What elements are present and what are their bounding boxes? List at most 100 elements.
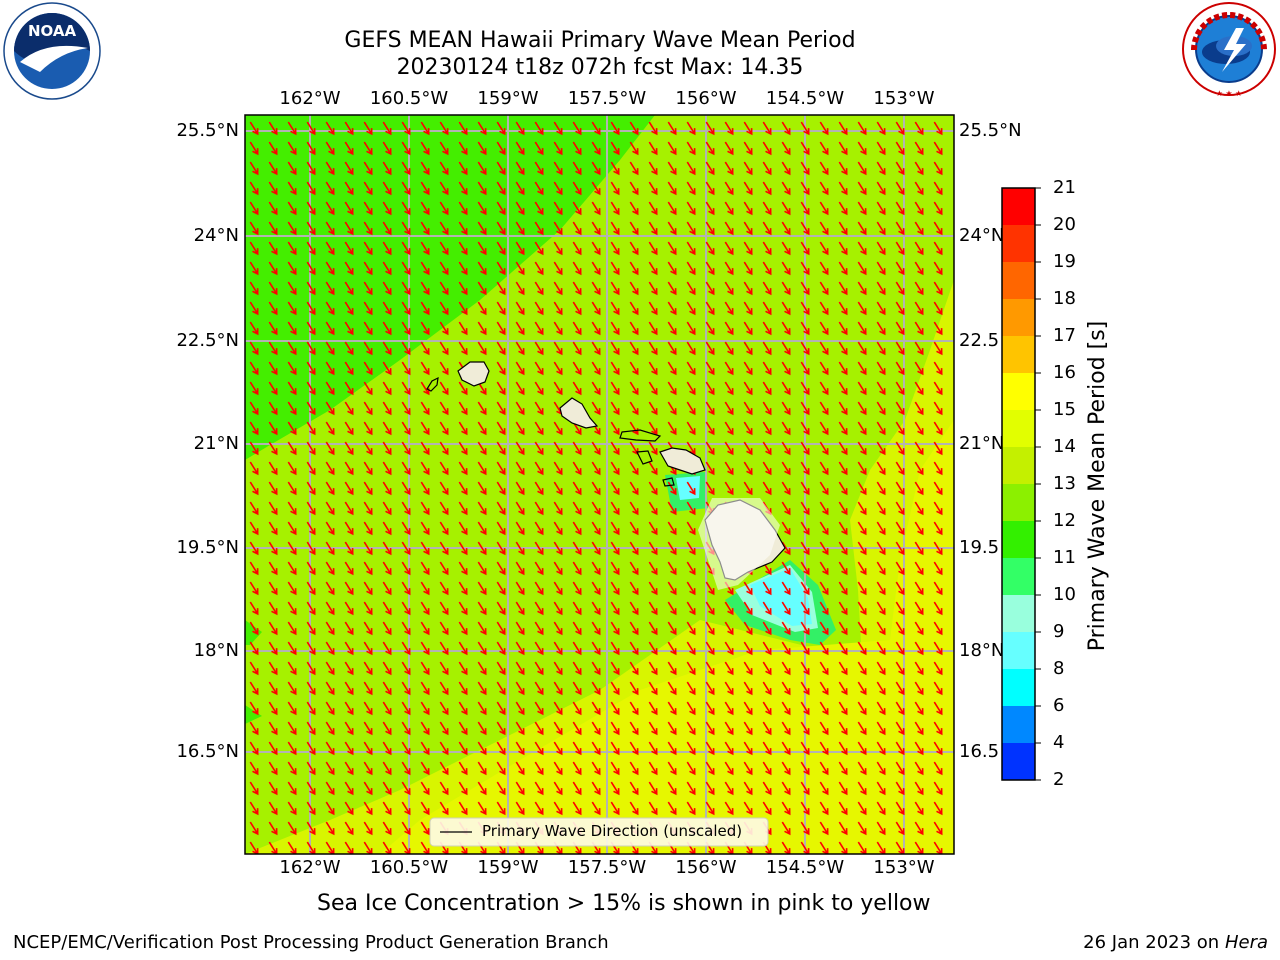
wave-direction-arrow: [648, 121, 658, 136]
wave-direction-arrow: [743, 641, 753, 656]
wave-direction-arrow: [268, 181, 278, 196]
wave-direction-arrow: [800, 621, 810, 636]
wave-direction-arrow: [724, 401, 734, 416]
wave-direction-arrow: [496, 641, 506, 656]
wave-direction-arrow: [249, 801, 259, 816]
wave-direction-arrow: [439, 261, 449, 276]
wave-direction-arrow: [401, 201, 411, 216]
wave-direction-arrow: [344, 221, 354, 236]
wave-direction-arrow: [287, 501, 297, 516]
wave-direction-arrow: [895, 461, 905, 476]
wave-direction-arrow: [325, 281, 335, 296]
wave-direction-arrow: [420, 481, 430, 496]
sea-ice-caption: Sea Ice Concentration > 15% is shown in …: [317, 891, 931, 916]
wave-direction-arrow: [591, 381, 601, 396]
wave-direction-arrow: [420, 201, 430, 216]
wave-direction-arrow: [306, 301, 316, 316]
wave-direction-arrow: [800, 221, 810, 236]
wave-direction-arrow: [724, 721, 734, 736]
wave-direction-arrow: [515, 201, 525, 216]
colorbar-cell: [1002, 669, 1035, 707]
wave-direction-arrow: [838, 681, 848, 696]
colorbar-label: Primary Wave Mean Period [s]: [1085, 320, 1110, 652]
wave-direction-arrow: [439, 401, 449, 416]
wave-direction-arrow: [648, 321, 658, 336]
wave-direction-arrow: [724, 681, 734, 696]
wave-direction-arrow: [895, 501, 905, 516]
wave-direction-arrow: [895, 141, 905, 156]
wave-direction-arrow: [382, 801, 392, 816]
wave-direction-arrow: [287, 821, 297, 836]
wave-direction-arrow: [268, 621, 278, 636]
wave-direction-arrow: [496, 381, 506, 396]
wave-direction-arrow: [781, 221, 791, 236]
wave-direction-arrow: [534, 201, 544, 216]
wave-direction-arrow: [800, 121, 810, 136]
wave-direction-arrow: [287, 461, 297, 476]
footer-branch: NCEP/EMC/Verification Post Processing Pr…: [13, 932, 609, 953]
wave-direction-arrow: [439, 581, 449, 596]
wave-direction-arrow: [382, 161, 392, 176]
wave-direction-arrow: [439, 741, 449, 756]
wave-direction-arrow: [439, 241, 449, 256]
wave-direction-arrow: [534, 401, 544, 416]
wave-direction-arrow: [705, 181, 715, 196]
wave-direction-arrow: [591, 261, 601, 276]
wave-direction-arrow: [629, 381, 639, 396]
wave-direction-arrow: [363, 401, 373, 416]
wave-direction-arrow: [496, 141, 506, 156]
wave-direction-arrow: [401, 241, 411, 256]
wave-direction-arrow: [591, 241, 601, 256]
wave-direction-arrow: [553, 421, 563, 436]
wave-direction-arrow: [363, 661, 373, 676]
wave-direction-arrow: [933, 261, 943, 276]
lat-label-left: 21°N: [193, 433, 239, 454]
wave-direction-arrow: [458, 641, 468, 656]
wave-direction-arrow: [686, 601, 696, 616]
wave-direction-arrow: [667, 561, 677, 576]
wave-direction-arrow: [420, 601, 430, 616]
wave-direction-arrow: [667, 241, 677, 256]
wave-direction-arrow: [344, 501, 354, 516]
wave-direction-arrow: [363, 141, 373, 156]
wave-direction-arrow: [477, 181, 487, 196]
wave-direction-arrow: [819, 321, 829, 336]
wave-direction-arrow: [496, 201, 506, 216]
lat-label-right: 24°N: [959, 225, 1005, 246]
wave-direction-arrow: [610, 801, 620, 816]
wave-direction-arrow: [363, 261, 373, 276]
wave-direction-arrow: [572, 521, 582, 536]
wave-direction-arrow: [914, 461, 924, 476]
wave-direction-arrow: [325, 321, 335, 336]
wave-direction-arrow: [686, 181, 696, 196]
wave-direction-arrow: [648, 381, 658, 396]
wave-direction-arrow: [401, 741, 411, 756]
wave-direction-arrow: [268, 721, 278, 736]
wave-direction-arrow: [724, 141, 734, 156]
wave-direction-arrow: [933, 561, 943, 576]
wave-direction-arrow: [534, 381, 544, 396]
wave-direction-arrow: [553, 641, 563, 656]
wave-direction-arrow: [876, 441, 886, 456]
wave-direction-arrow: [572, 681, 582, 696]
wave-direction-arrow: [534, 581, 544, 596]
wave-direction-arrow: [781, 621, 791, 636]
wave-direction-arrow: [287, 521, 297, 536]
wave-direction-arrow: [667, 541, 677, 556]
wave-direction-arrow: [344, 461, 354, 476]
wave-direction-arrow: [743, 461, 753, 476]
wave-direction-arrow: [249, 121, 259, 136]
wave-direction-arrow: [439, 301, 449, 316]
wave-direction-arrow: [857, 461, 867, 476]
wave-direction-arrow: [781, 421, 791, 436]
wave-direction-arrow: [686, 621, 696, 636]
wave-direction-arrow: [914, 641, 924, 656]
wave-direction-arrow: [401, 801, 411, 816]
wave-direction-arrow: [686, 361, 696, 376]
wave-direction-arrow: [534, 281, 544, 296]
wave-direction-arrow: [648, 281, 658, 296]
wave-direction-arrow: [477, 281, 487, 296]
wave-direction-arrow: [857, 801, 867, 816]
wave-direction-arrow: [705, 361, 715, 376]
wave-direction-arrow: [857, 241, 867, 256]
